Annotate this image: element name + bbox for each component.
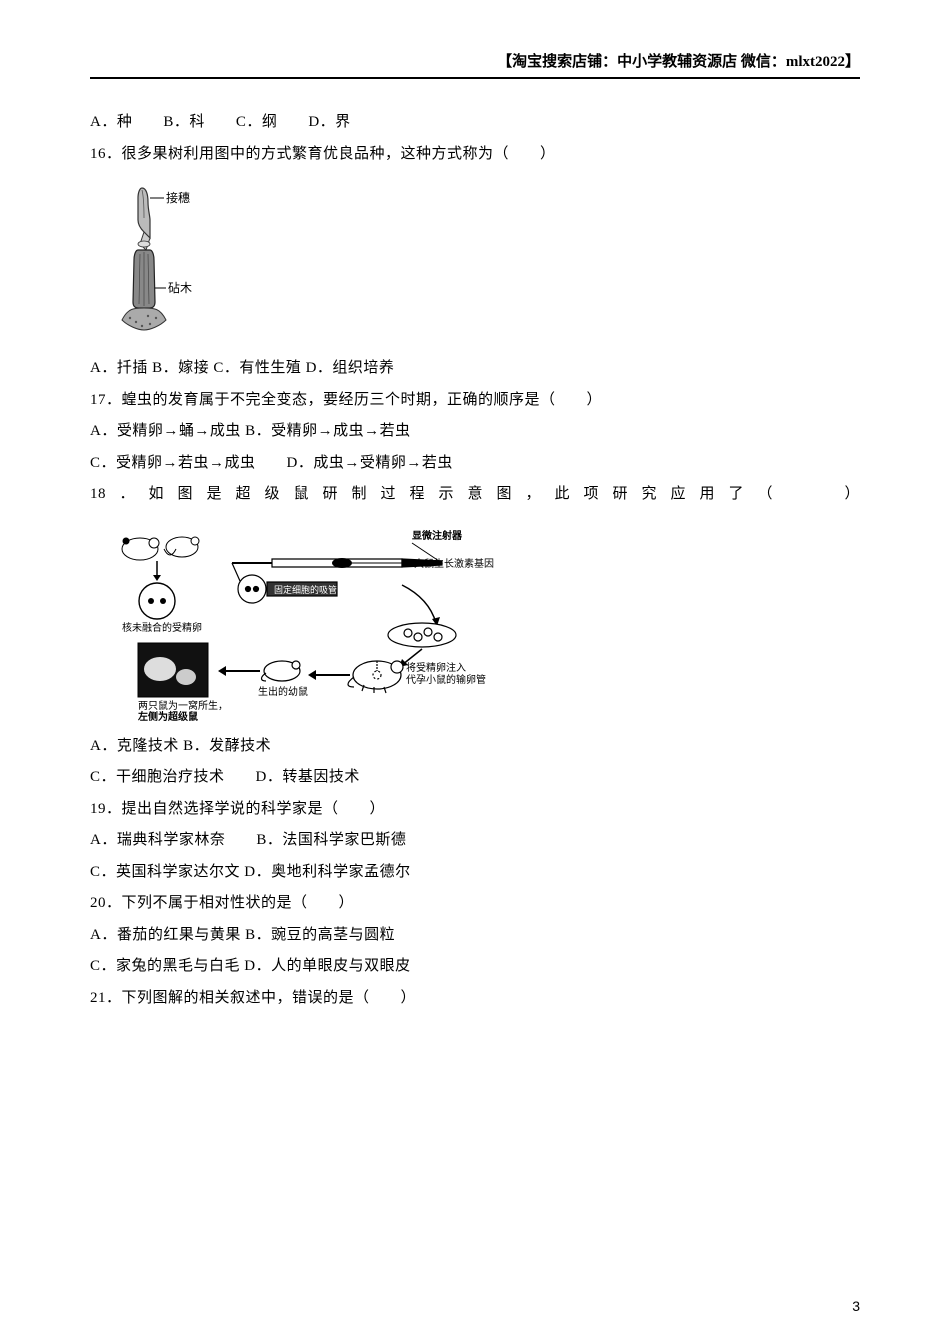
q18-options-2: C．干细胞治疗技术 D．转基因技术 [90, 762, 860, 794]
q19-options-2: C．英国科学家达尔文 D．奥地利科学家孟德尔 [90, 857, 860, 889]
q18-options-1: A．克隆技术 B．发酵技术 [90, 731, 860, 763]
q15-options: A．种 B．科 C．纲 D．界 [90, 107, 860, 139]
q19-options-1: A．瑞典科学家林奈 B．法国科学家巴斯德 [90, 825, 860, 857]
gene-label: 大鼠生长激素基因 [414, 557, 494, 570]
q20-options-2: C．家兔的黑毛与白毛 D．人的单眼皮与双眼皮 [90, 951, 860, 983]
injector-label: 显微注射器 [412, 529, 463, 542]
tube-label: 固定细胞的吸管 [274, 584, 337, 595]
scion-label: 接穗 [166, 190, 190, 205]
q16-figure: 接穗 砧木 [120, 180, 860, 345]
q17-options-2: C．受精卵→若虫→成虫 D．成虫→受精卵→若虫 [90, 448, 860, 480]
grafting-diagram-icon: 接穗 砧木 [120, 180, 210, 340]
q21-stem: 21．下列图解的相关叙述中，错误的是（ ） [90, 983, 860, 1015]
q18-stem: 18．如图是超级鼠研制过程示意图，此项研究应用了（ ） [90, 479, 860, 511]
q18-figure: 核未融合的受精卵 显微注射器 大鼠生长激素基因 固定细胞的吸管 [90, 511, 860, 731]
q17-options-1: A．受精卵→蛹→成虫 B．受精卵→成虫→若虫 [90, 416, 860, 448]
result-label-2: 左侧为超级鼠 [137, 710, 198, 722]
q17-stem: 17．蝗虫的发育属于不完全变态，要经历三个时期，正确的顺序是（ ） [90, 385, 860, 417]
implant-label-1: 将受精卵注入 [406, 661, 466, 674]
q16-options: A．扦插 B．嫁接 C．有性生殖 D．组织培养 [90, 353, 860, 385]
fert-egg-label: 核未融合的受精卵 [122, 621, 202, 634]
q19-stem: 19．提出自然选择学说的科学家是（ ） [90, 794, 860, 826]
q20-stem: 20．下列不属于相对性状的是（ ） [90, 888, 860, 920]
young-label: 生出的幼鼠 [258, 685, 308, 698]
implant-label-2: 代孕小鼠的输卵管 [406, 673, 486, 686]
q16-stem: 16．很多果树利用图中的方式繁育优良品种，这种方式称为（ ） [90, 139, 860, 171]
result-label-1: 两只鼠为一窝所生， [138, 699, 228, 712]
supermouse-diagram-icon: 核未融合的受精卵 显微注射器 大鼠生长激素基因 固定细胞的吸管 [102, 527, 522, 722]
header-banner: 【淘宝搜索店铺：中小学教辅资源店 微信：mlxt2022】 [90, 50, 860, 79]
page-number: 3 [852, 1298, 860, 1314]
rootstock-label: 砧木 [168, 281, 192, 295]
q20-options-1: A．番茄的红果与黄果 B．豌豆的高茎与圆粒 [90, 920, 860, 952]
